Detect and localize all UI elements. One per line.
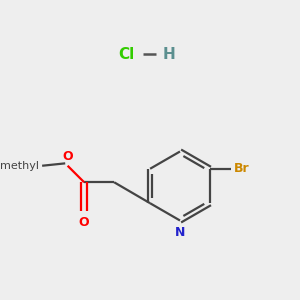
Text: O: O (62, 150, 73, 163)
Text: Cl: Cl (118, 46, 134, 62)
Text: H: H (163, 46, 176, 62)
Text: N: N (175, 226, 185, 239)
Text: methyl: methyl (0, 161, 39, 171)
Text: O: O (79, 216, 89, 229)
Text: Br: Br (234, 162, 250, 175)
